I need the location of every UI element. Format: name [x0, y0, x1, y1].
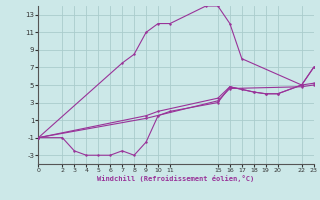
X-axis label: Windchill (Refroidissement éolien,°C): Windchill (Refroidissement éolien,°C): [97, 175, 255, 182]
